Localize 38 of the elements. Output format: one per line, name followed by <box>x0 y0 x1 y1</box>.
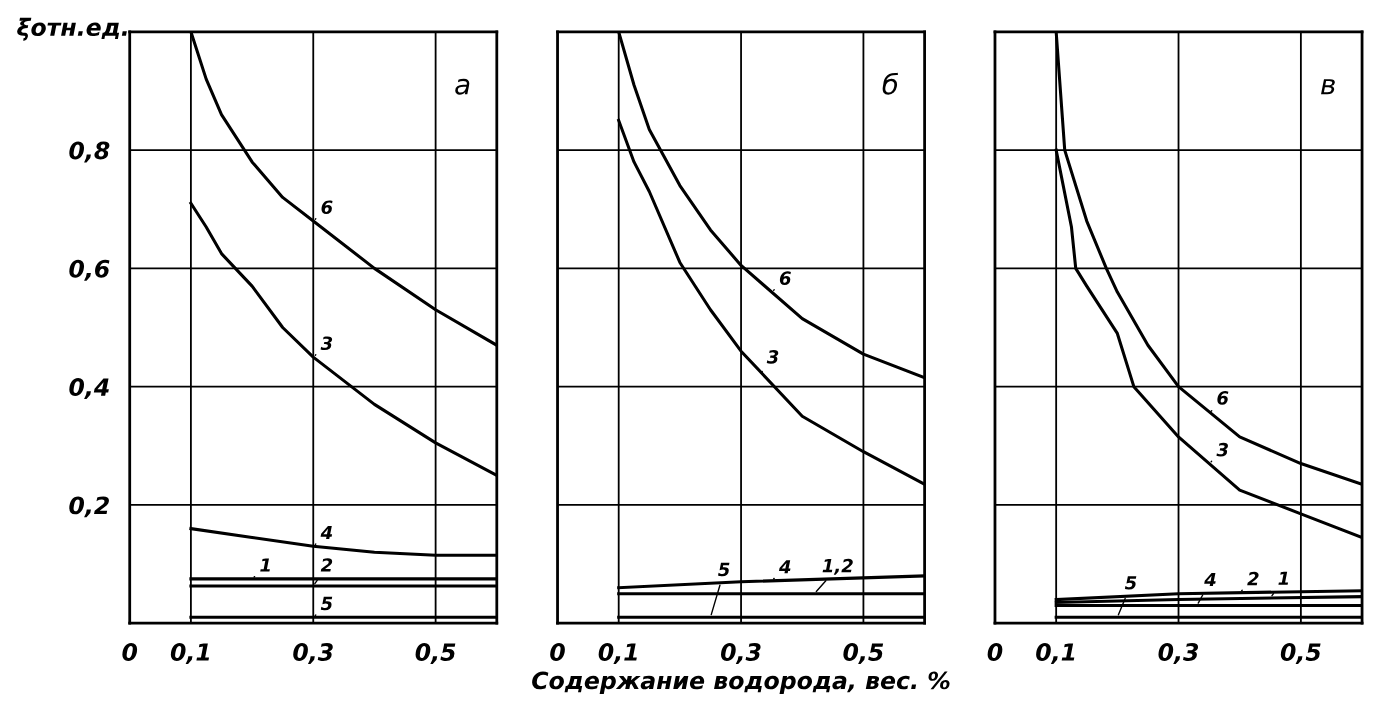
y-tick-label: 0,8 <box>69 141 110 163</box>
annotation: 6 <box>779 271 791 285</box>
x-tick-label: 0 <box>987 643 1003 661</box>
annotation: 5 <box>1124 576 1137 590</box>
x-tick-label: 0,5 <box>843 643 884 664</box>
annotation: 6 <box>1217 391 1229 405</box>
annotation: 4 <box>320 525 333 540</box>
annotation: 4 <box>778 560 791 574</box>
annotation: 4 <box>1204 572 1216 587</box>
annotation: 1,2 <box>822 558 853 575</box>
annotation: 2 <box>1247 571 1259 586</box>
x-tick-label: 0,5 <box>415 643 456 664</box>
x-tick-label: 0 <box>122 643 138 661</box>
annotation: в <box>1321 79 1335 95</box>
x-tick-label: 0,1 <box>170 643 210 664</box>
x-tick-label: 0,1 <box>1036 643 1075 664</box>
annotation: б <box>882 72 898 95</box>
y-axis-title: ξотн.ед. <box>17 17 127 41</box>
y-tick-label: 0,2 <box>69 496 109 518</box>
annotation: 2 <box>320 558 333 572</box>
annotation: 1 <box>260 558 270 572</box>
annotation: 5 <box>718 562 730 577</box>
annotation: 3 <box>766 349 779 364</box>
annotation: 1 <box>1278 571 1289 585</box>
y-tick-label: 0,4 <box>69 378 109 399</box>
annotation: а <box>455 78 470 95</box>
x-tick-label: 0,5 <box>1280 643 1321 664</box>
x-tick-label: 0,3 <box>721 643 761 664</box>
y-tick-label: 0,6 <box>69 259 110 281</box>
annotation: 6 <box>321 200 333 215</box>
annotation: 3 <box>1216 442 1228 457</box>
annotation: 3 <box>320 336 333 351</box>
x-tick-label: 0,3 <box>293 643 333 664</box>
x-axis-title: Содержание водорода, вес. % <box>532 671 950 694</box>
x-tick-label: 0,1 <box>598 643 637 664</box>
x-tick-label: 0,3 <box>1158 643 1199 664</box>
annotation: 5 <box>320 596 333 611</box>
x-tick-label: 0 <box>550 643 565 661</box>
